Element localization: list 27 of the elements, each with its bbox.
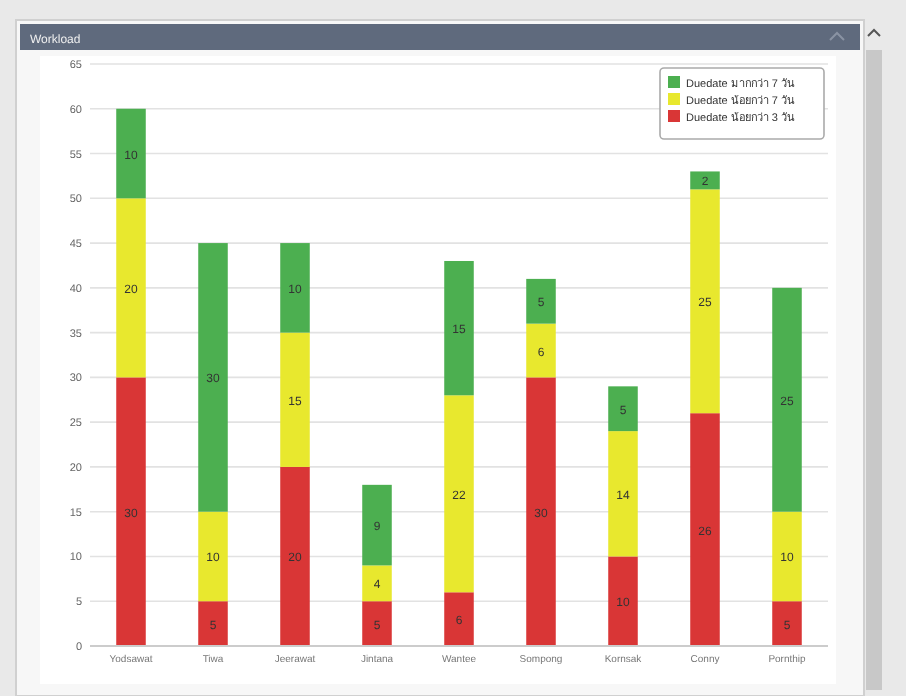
bar	[772, 511, 802, 602]
bar	[444, 592, 474, 646]
bar	[280, 466, 310, 646]
bar	[198, 243, 228, 512]
bar	[116, 377, 146, 646]
bar	[608, 386, 638, 432]
bar	[280, 332, 310, 467]
bar	[444, 260, 474, 396]
bar	[690, 189, 720, 414]
bar	[362, 601, 392, 646]
bar	[444, 395, 474, 593]
bar	[608, 431, 638, 557]
bar	[280, 243, 310, 333]
bar	[526, 323, 556, 378]
bar	[690, 413, 720, 646]
bar	[526, 377, 556, 646]
bar	[116, 198, 146, 378]
bar	[772, 601, 802, 646]
bar	[772, 287, 802, 512]
bar	[116, 108, 146, 199]
bar	[608, 556, 638, 646]
bar	[198, 601, 228, 646]
bar	[690, 171, 720, 190]
bar	[526, 278, 556, 324]
bar	[362, 565, 392, 602]
bar	[362, 484, 392, 566]
bar	[198, 511, 228, 602]
